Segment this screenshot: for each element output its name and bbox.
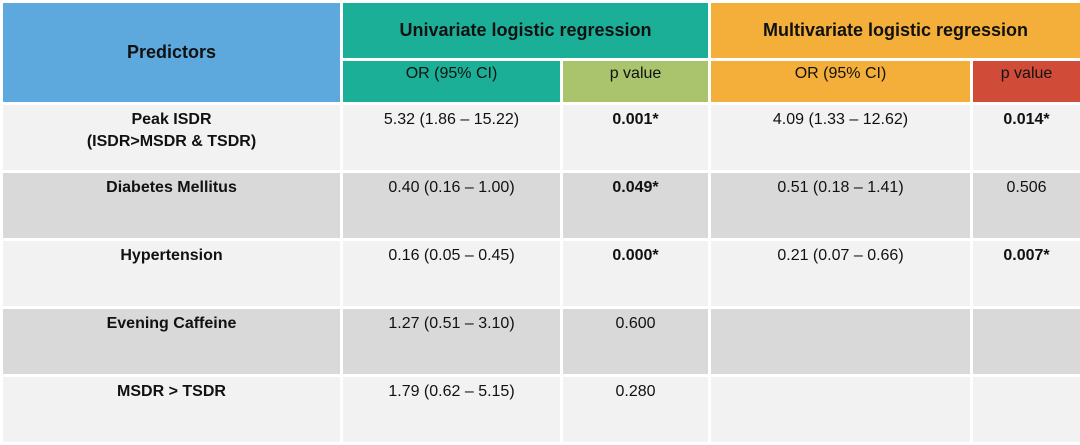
uni-p-cell: 0.001* xyxy=(562,104,710,172)
uni-p-cell: 0.049* xyxy=(562,172,710,240)
header-uni-p: p value xyxy=(562,60,710,104)
multi-or-cell xyxy=(710,376,972,444)
uni-or-cell: 0.40 (0.16 – 1.00) xyxy=(342,172,562,240)
predictor-cell: MSDR > TSDR xyxy=(2,376,342,444)
uni-p-cell: 0.000* xyxy=(562,240,710,308)
multi-or-cell xyxy=(710,308,972,376)
predictor-label: Peak ISDR xyxy=(3,109,340,131)
predictor-label: MSDR > TSDR xyxy=(3,381,340,403)
predictor-cell: Evening Caffeine xyxy=(2,308,342,376)
uni-or-cell: 0.16 (0.05 – 0.45) xyxy=(342,240,562,308)
predictor-label: Diabetes Mellitus xyxy=(3,177,340,199)
multi-p-cell: 0.007* xyxy=(972,240,1080,308)
uni-or-cell: 1.27 (0.51 – 3.10) xyxy=(342,308,562,376)
multi-or-cell: 0.21 (0.07 – 0.66) xyxy=(710,240,972,308)
predictor-sublabel: (ISDR>MSDR & TSDR) xyxy=(3,131,340,153)
uni-p-cell: 0.280 xyxy=(562,376,710,444)
header-multivariate: Multivariate logistic regression xyxy=(710,2,1080,60)
header-multi-p: p value xyxy=(972,60,1080,104)
uni-p-cell: 0.600 xyxy=(562,308,710,376)
predictor-label: Hypertension xyxy=(3,245,340,267)
predictor-cell: Hypertension xyxy=(2,240,342,308)
uni-or-cell: 5.32 (1.86 – 15.22) xyxy=(342,104,562,172)
predictor-label: Evening Caffeine xyxy=(3,313,340,335)
multi-or-cell: 4.09 (1.33 – 12.62) xyxy=(710,104,972,172)
multi-p-cell xyxy=(972,376,1080,444)
multi-or-cell: 0.51 (0.18 – 1.41) xyxy=(710,172,972,240)
predictor-cell: Peak ISDR(ISDR>MSDR & TSDR) xyxy=(2,104,342,172)
header-predictors: Predictors xyxy=(2,2,342,104)
multi-p-cell: 0.506 xyxy=(972,172,1080,240)
multi-p-cell: 0.014* xyxy=(972,104,1080,172)
header-uni-or: OR (95% CI) xyxy=(342,60,562,104)
table-row: Peak ISDR(ISDR>MSDR & TSDR)5.32 (1.86 – … xyxy=(2,104,1080,172)
uni-or-cell: 1.79 (0.62 – 5.15) xyxy=(342,376,562,444)
multi-p-cell xyxy=(972,308,1080,376)
header-multi-or: OR (95% CI) xyxy=(710,60,972,104)
header-univariate: Univariate logistic regression xyxy=(342,2,710,60)
predictor-cell: Diabetes Mellitus xyxy=(2,172,342,240)
